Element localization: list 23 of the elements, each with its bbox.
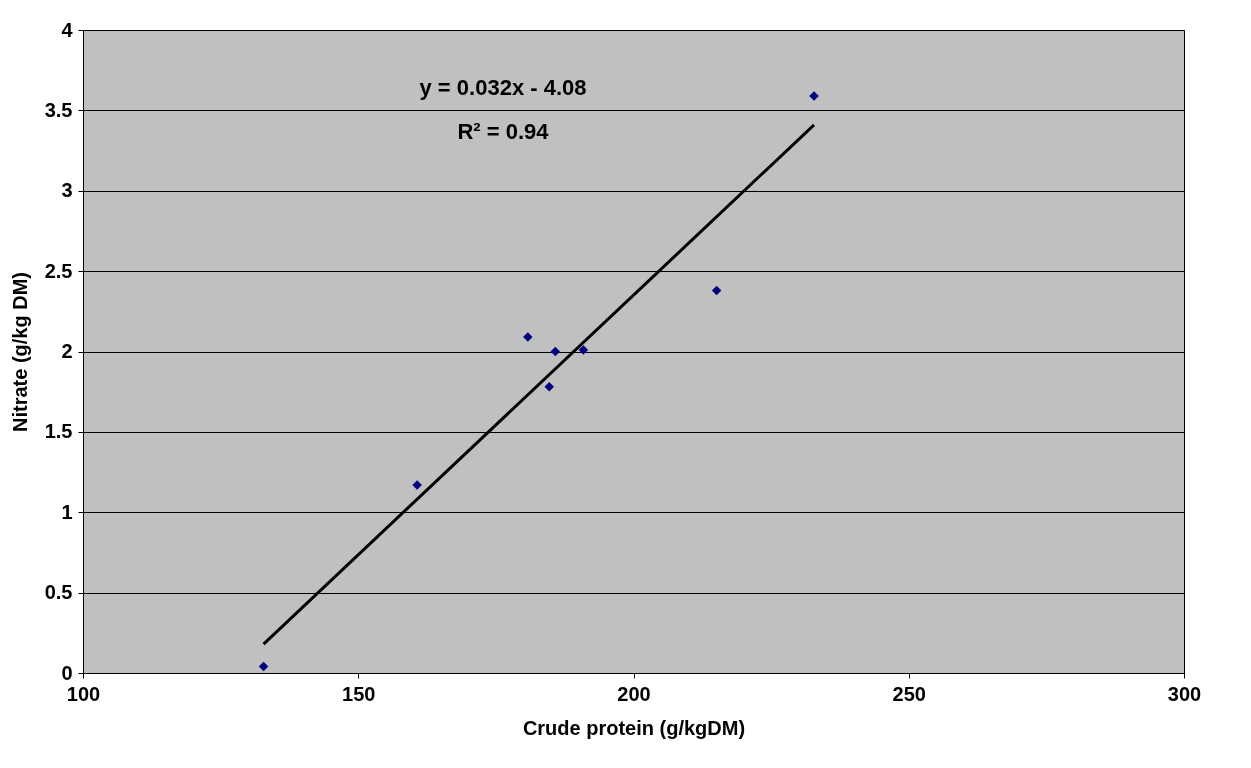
x-tick-label: 200 [617, 682, 651, 705]
annotation: R² = 0.94 [457, 119, 550, 144]
x-axis-title: Crude protein (g/kgDM) [522, 716, 746, 739]
x-tick-label: 250 [892, 682, 926, 705]
x-tick-label: 300 [1167, 682, 1202, 705]
y-tick-label: 4 [61, 18, 74, 41]
y-tick-label: 3 [61, 179, 73, 202]
point [258, 661, 269, 672]
y-tick-label: 2 [61, 340, 73, 362]
y-tick-label: 0 [61, 661, 73, 684]
point [711, 285, 722, 296]
y-tick-label: 1.5 [44, 420, 73, 443]
y-tick-label: 3.5 [44, 98, 73, 121]
y-tick-label: 0.5 [44, 581, 73, 604]
x-tick-label: 150 [342, 682, 376, 705]
annotation: y = 0.032x - 4.08 [419, 75, 587, 100]
x-tick-label: 100 [66, 682, 101, 705]
y-tick-label: 1 [61, 500, 73, 523]
y-tick-label: 2.5 [44, 259, 73, 282]
point [544, 382, 555, 392]
point [578, 345, 589, 355]
point [550, 346, 561, 357]
y-axis-title: Nitrate (g/kg DM) [8, 272, 31, 432]
